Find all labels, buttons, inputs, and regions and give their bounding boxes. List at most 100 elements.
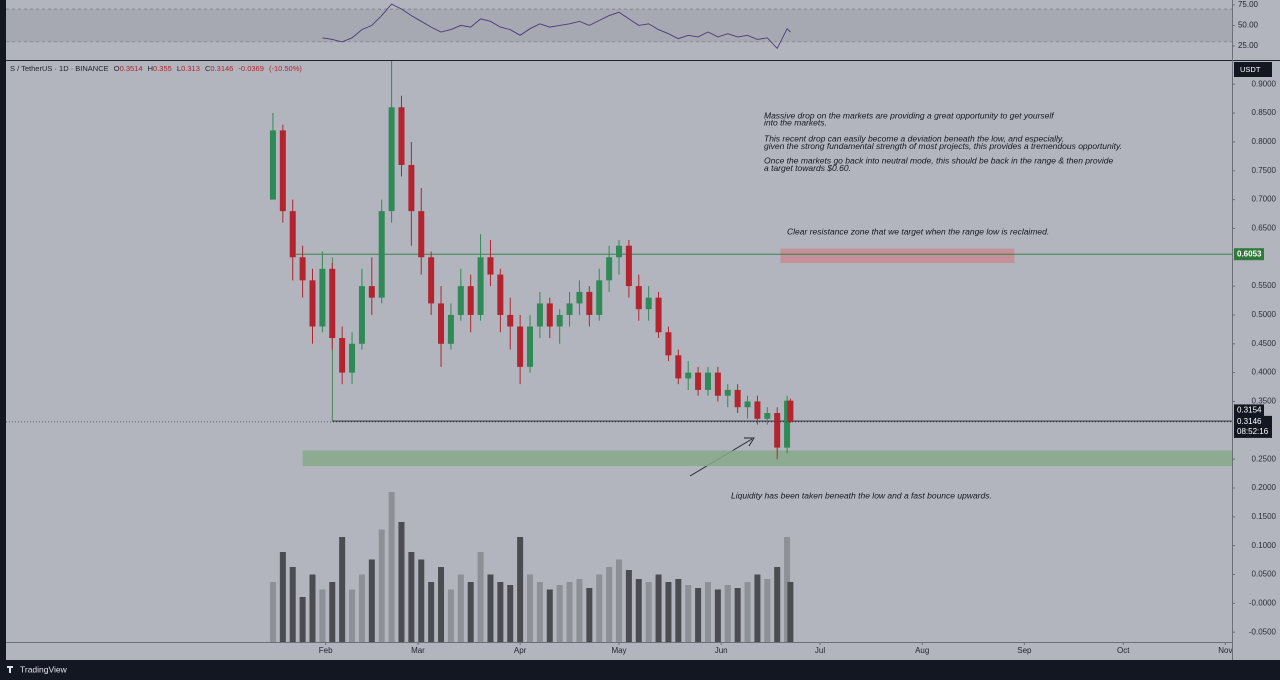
candle-body: [527, 326, 534, 367]
x-tick-label: Nov: [1218, 646, 1232, 655]
currency-badge: [1234, 62, 1272, 77]
y-tick-label: 0.4500: [1252, 339, 1277, 348]
x-tick-label: Feb: [319, 646, 333, 655]
volume-bar: [635, 579, 642, 642]
y-tick-label: 0.5500: [1252, 281, 1277, 290]
candle-body: [635, 286, 642, 310]
candle-body: [418, 211, 425, 258]
candle-body: [438, 303, 445, 344]
volume-bar: [349, 589, 356, 642]
volume-bar: [744, 582, 751, 642]
candle-body: [586, 291, 593, 315]
volume-bar: [695, 588, 702, 642]
volume-bar: [546, 589, 553, 642]
annotation: Clear resistance zone that we target whe…: [787, 226, 1049, 236]
volume-bar: [319, 589, 326, 642]
candle-body: [388, 107, 395, 212]
y-tick-label: 0.1000: [1252, 541, 1277, 550]
y-tick-label: 0.8000: [1252, 137, 1277, 146]
price-badge: [1234, 404, 1264, 417]
ohlc-value: 0.355: [153, 64, 172, 73]
volume-bar: [368, 559, 375, 642]
resistance-zone: [780, 248, 1015, 264]
candle-body: [536, 303, 543, 327]
candle-body: [477, 257, 484, 315]
candle-body: [279, 130, 286, 212]
volume-bar: [665, 582, 672, 642]
volume-bar: [378, 529, 385, 642]
symbol: S / TetherUS · 1D · BINANCE: [10, 64, 109, 73]
legend-header: S / TetherUS · 1D · BINANCE O0.3514 H0.3…: [10, 64, 302, 73]
candle-body: [319, 268, 326, 327]
annotation: a target towards $0.60.: [764, 163, 851, 173]
candle-body: [606, 257, 613, 281]
volume-bar: [507, 585, 514, 642]
volume-bar: [764, 579, 771, 642]
change-pct: (-10.50%): [269, 64, 302, 73]
volume-bar: [645, 582, 652, 642]
ohlc-value: 0.313: [181, 64, 200, 73]
candle-body: [408, 164, 415, 212]
candle-body: [428, 257, 435, 304]
x-tick-label: Jul: [815, 646, 825, 655]
y-tick-label: -0.0000: [1249, 598, 1277, 607]
candle-body: [774, 413, 781, 448]
candle-body: [358, 286, 365, 344]
candle-body: [467, 286, 474, 315]
volume-bar: [388, 492, 395, 642]
y-tick-label: -0.0500: [1249, 627, 1277, 636]
y-tick-label: 0.0500: [1252, 570, 1277, 579]
volume-bar: [536, 582, 543, 642]
candle-body: [576, 291, 583, 304]
volume-bar: [754, 574, 761, 642]
candle-body: [289, 211, 296, 258]
price-badge: [1234, 415, 1272, 438]
y-tick-label: 0.7000: [1252, 195, 1277, 204]
support-zone: [302, 450, 1232, 467]
candle-body: [685, 372, 692, 379]
volume-bar: [616, 559, 622, 642]
volume-bar: [289, 567, 296, 642]
volume-bar: [339, 537, 346, 642]
volume-bar: [309, 574, 316, 642]
candle-body: [269, 130, 276, 200]
price-axis-background: [1232, 0, 1280, 660]
volume-bar: [517, 537, 524, 642]
y-tick-label: 0.9000: [1252, 79, 1277, 88]
volume-bar: [787, 582, 794, 642]
volume-bar: [269, 582, 276, 642]
candle-body: [695, 372, 702, 390]
candle-body: [655, 297, 662, 333]
candle-body: [566, 303, 573, 315]
annotation: Massive drop on the markets are providin…: [764, 110, 1055, 120]
candle-body: [704, 372, 711, 390]
candle-body: [764, 413, 771, 419]
y-tick-label: 0.6500: [1252, 224, 1277, 233]
ohlc-value: 0.3514: [120, 64, 143, 73]
volume-bar: [734, 588, 741, 642]
candle-body: [787, 400, 794, 422]
volume-bar: [408, 552, 415, 642]
candle-body: [487, 257, 494, 275]
volume-bar: [358, 574, 365, 642]
x-tick-label: Mar: [411, 646, 425, 655]
volume-bar: [497, 582, 504, 642]
candle-body: [754, 401, 761, 419]
candle-body: [645, 297, 652, 310]
candle-body: [517, 326, 524, 367]
y-tick-label: 0.2000: [1252, 483, 1277, 492]
x-tick-label: Apr: [514, 646, 527, 655]
volume-bar: [685, 585, 692, 642]
rsi-tick-label: 75.00: [1238, 0, 1259, 9]
brand-logo: [7, 666, 13, 673]
rsi-band: [6, 9, 1232, 42]
candle-body: [675, 355, 682, 379]
candle-body: [665, 332, 672, 356]
candle-body: [556, 314, 563, 327]
candle-body: [497, 274, 504, 315]
price-badge-label: 0.6053: [1237, 249, 1262, 258]
volume-bar: [576, 579, 583, 642]
change: -0.0369: [238, 64, 263, 73]
candle-body: [784, 400, 791, 448]
candle-body: [596, 280, 603, 315]
